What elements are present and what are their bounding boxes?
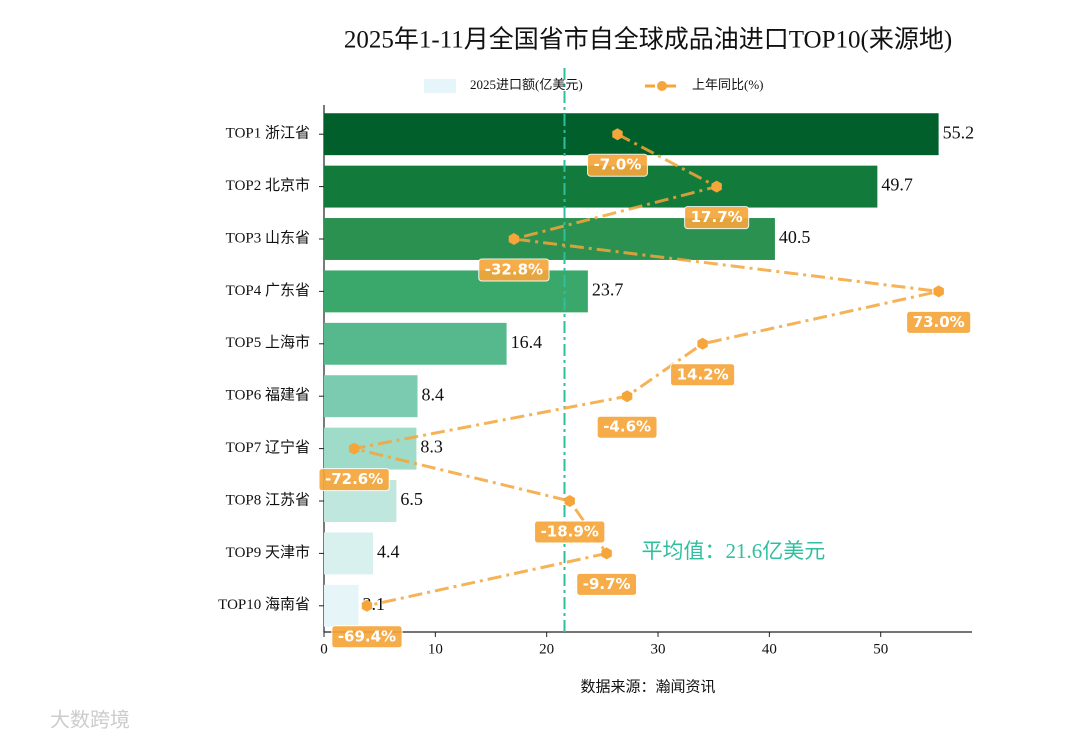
bar: [324, 113, 939, 156]
line-marker: [697, 337, 708, 350]
bar: [324, 532, 373, 575]
line-marker: [564, 495, 575, 507]
bar-value-label: 55.2: [943, 122, 975, 142]
data-label: 73.0%: [906, 310, 972, 334]
legend-label: 2025进口额(亿美元): [470, 77, 583, 92]
line-marker: [621, 390, 633, 403]
bar-value-label: 4.4: [377, 542, 400, 562]
y-tick-label: TOP3 山东省: [226, 229, 310, 246]
bar: [324, 322, 507, 365]
y-tick-label: TOP7 辽宁省: [226, 439, 310, 456]
x-tick-label: 50: [873, 641, 888, 657]
line-value-label: -4.6%: [603, 418, 651, 436]
bar-value-label: 8.3: [420, 437, 443, 457]
label-box: [576, 572, 638, 596]
bar: [324, 584, 359, 627]
x-tick-label: 10: [428, 641, 443, 657]
bar-value-label: 40.5: [779, 227, 811, 247]
y-tick-label: TOP5 上海市: [226, 334, 310, 351]
data-label: -9.7%: [576, 572, 638, 596]
bar-value-label: 8.4: [422, 384, 445, 404]
y-tick-label: TOP6 福建省: [226, 387, 310, 404]
line-marker: [711, 180, 722, 193]
label-box: [684, 206, 750, 230]
y-tick-label: TOP8 江苏省: [226, 491, 310, 508]
line-value-label: 17.7%: [691, 208, 743, 226]
x-tick-label: 40: [762, 641, 777, 657]
x-tick-label: 20: [539, 641, 554, 657]
data-label: -69.4%: [331, 625, 403, 649]
y-tick-label: TOP9 天津市: [226, 544, 310, 561]
line-value-label: 73.0%: [913, 313, 965, 331]
data-label: 14.2%: [670, 363, 736, 387]
x-tick-label: 30: [651, 641, 666, 657]
bar-value-label: 16.4: [511, 332, 542, 352]
bar: [324, 375, 418, 418]
line-series: [353, 132, 940, 608]
label-box: [906, 310, 972, 334]
label-box: [587, 153, 648, 177]
line-value-label: -9.7%: [583, 575, 631, 593]
average-label: 平均值：21.6亿美元: [641, 539, 825, 563]
bar-value-label: 23.7: [592, 280, 624, 300]
data-label: -32.8%: [478, 258, 550, 282]
data-label: 17.7%: [684, 206, 750, 230]
legend-swatch: [424, 79, 456, 93]
line-marker: [601, 547, 612, 560]
line-marker: [348, 442, 360, 455]
label-box: [318, 468, 390, 492]
line-value-label: -18.9%: [541, 523, 599, 541]
line-marker: [612, 128, 623, 141]
legend-label: 上年同比(%): [692, 77, 764, 92]
line-marker: [361, 599, 373, 612]
line-marker: [508, 233, 520, 245]
legend-marker: [657, 81, 667, 91]
x-axis-label: 数据来源：瀚闻资讯: [580, 678, 715, 695]
y-tick-label: TOP4 广东省: [226, 282, 310, 299]
bar-value-label: 6.5: [400, 489, 423, 509]
label-box: [596, 415, 658, 439]
chart-title: 2025年1-11月全国省市自全球成品油进口TOP10(来源地): [344, 26, 952, 54]
data-label: -72.6%: [318, 468, 390, 492]
data-label: -7.0%: [587, 153, 648, 177]
line-marker: [933, 285, 944, 298]
line-value-label: -69.4%: [338, 627, 396, 645]
x-tick-label: 0: [320, 641, 328, 657]
y-tick-label: TOP2 北京市: [226, 177, 310, 194]
data-label: -18.9%: [534, 520, 606, 544]
label-box: [534, 520, 606, 544]
label-box: [331, 625, 403, 649]
label-box: [478, 258, 550, 282]
data-label: -4.6%: [596, 415, 658, 439]
label-box: [670, 363, 736, 387]
line-value-label: -32.8%: [485, 261, 543, 279]
y-tick-label: TOP1 浙江省: [226, 125, 310, 142]
watermark: 大数跨境: [50, 708, 130, 732]
line-value-label: -7.0%: [594, 156, 642, 174]
line-value-label: -72.6%: [325, 470, 383, 488]
bar: [324, 427, 417, 470]
bar-value-label: 49.7: [881, 175, 913, 195]
y-tick-label: TOP10 海南省: [218, 596, 310, 613]
line-value-label: 14.2%: [677, 365, 729, 383]
